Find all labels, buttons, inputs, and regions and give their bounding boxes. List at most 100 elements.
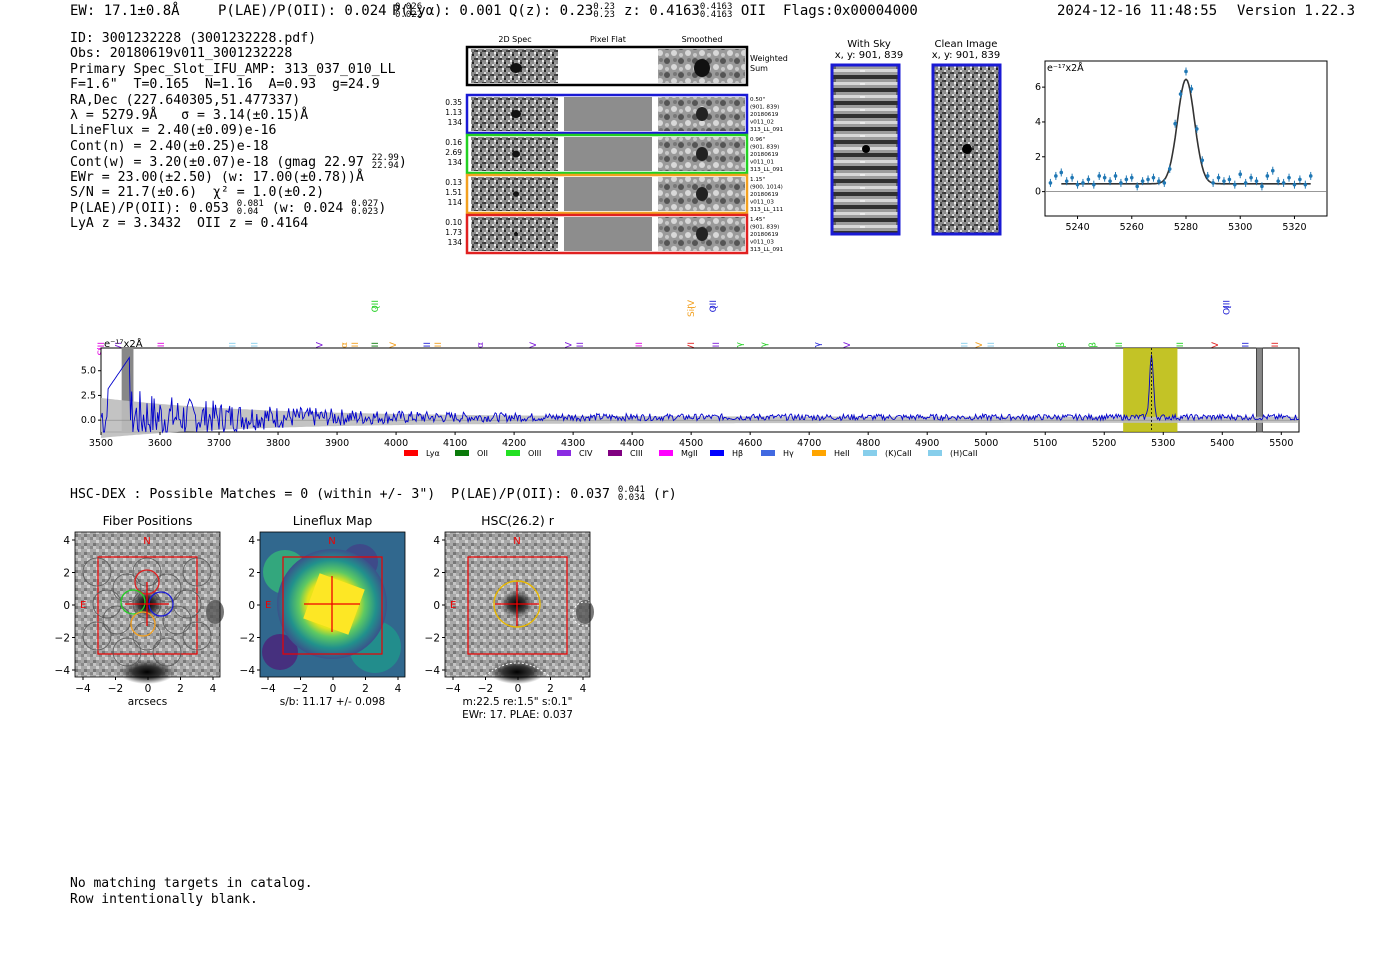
cutout-meta: v011_03 — [750, 200, 774, 206]
cutout-stat: 0.13 — [445, 178, 462, 187]
weighted-label-1: Weighted — [750, 54, 788, 63]
hsc-neighbor — [576, 600, 594, 624]
fit-data-point — [1195, 127, 1199, 131]
spectrum-xtick-label: 4100 — [443, 438, 467, 449]
fit-ytick-label: 0 — [1035, 187, 1041, 198]
fit-data-point — [1222, 179, 1226, 183]
info-contn: Cont(n) = 2.40(±0.25)e-18 — [70, 138, 269, 154]
cutout-flat — [564, 137, 652, 171]
hsc-neighbor-ring — [572, 601, 598, 627]
legend-swatch — [659, 450, 673, 456]
info-lambda: λ = 5279.9Å σ = 3.14(±0.15)Å — [70, 107, 309, 123]
fit-data-point — [1281, 181, 1286, 185]
fit-data-point — [1216, 175, 1221, 180]
info-plae: P(LAE)/P(OII): 0.053 0.081 0.04 (w: 0.024… — [70, 199, 387, 218]
cutout-smoothed-source — [696, 187, 708, 201]
fit-data-point — [1260, 184, 1264, 189]
spectrum-line-label: OII — [371, 300, 381, 312]
fit-data-point — [1227, 177, 1232, 182]
fiber-circle — [112, 637, 142, 667]
hsc-xtick-label: −4 — [260, 683, 276, 695]
hsc-ytick-label: −4 — [55, 665, 71, 677]
hsc-ytick-label: 2 — [248, 568, 255, 580]
legend-label: OII — [477, 449, 488, 458]
fit-data-point — [1276, 179, 1280, 183]
info-sn: S/N = 21.7(±0.6) χ² = 1.0(±0.2) — [70, 184, 325, 200]
header-plya: P(Lyα): 0.001 — [392, 3, 502, 19]
hsc-xtick-label: 0 — [145, 683, 152, 695]
hsc-ytick-label: −4 — [240, 665, 256, 677]
cutout-source — [514, 231, 518, 237]
legend-label: CIII — [630, 449, 643, 458]
cutout-meta: (901, 839) — [750, 225, 779, 231]
info-obs: Obs: 20180619v011_3001232228 — [70, 46, 293, 62]
cutout-smoothed-source — [696, 107, 708, 121]
hsc-ytick-label: 4 — [248, 535, 255, 547]
clean-image-title: Clean Image — [935, 39, 998, 50]
hsc-neighbor — [206, 600, 224, 624]
fit-model-curve — [1061, 78, 1311, 185]
fit-data-point — [1173, 121, 1177, 126]
header-qz: Q(z): 0.23 0.23 0.23 — [509, 2, 615, 20]
cutout-stat: 134 — [448, 238, 463, 247]
cutout-meta: 20180619 — [750, 192, 779, 198]
fit-data-point — [1270, 168, 1275, 173]
header-version: Version 1.22.3 — [1237, 3, 1356, 19]
fit-data-point — [1135, 184, 1139, 189]
hsc-panels: Fiber Positions N E 4 2 0 −2 −4 −4 −2 0 2 4 arcsecs Li… — [55, 513, 598, 721]
cutout-meta: 313_LL_091 — [750, 247, 784, 253]
fit-data-point — [1184, 69, 1188, 74]
cutout-stat: 1.13 — [445, 108, 462, 117]
hsc-ytick-label: 2 — [63, 568, 70, 580]
fit-ytick-label: 4 — [1035, 117, 1041, 128]
line-fit-plot: e⁻¹⁷x2Å 0 2 4 6 5240 5260 5280 5300 5320 — [1035, 60, 1328, 233]
east-marker: E — [80, 600, 86, 611]
hsc-xtick-label: −2 — [478, 683, 493, 695]
cutout-source — [512, 150, 520, 158]
legend-label: HeII — [834, 449, 850, 458]
with-sky-xy: x, y: 901, 839 — [835, 50, 904, 61]
fiber-circle — [162, 605, 192, 635]
hsc-ytick-label: −2 — [425, 633, 440, 645]
fiber-circle — [152, 637, 182, 667]
spectrum-xtick-label: 5100 — [1033, 438, 1057, 449]
hsc-ytick-label: 2 — [433, 568, 440, 580]
hsc-xtick-label: 0 — [515, 683, 522, 695]
hsc-aperture-box — [467, 556, 568, 655]
clean-image-xy: x, y: 901, 839 — [932, 50, 1001, 61]
hsc-dex-summary: HSC-DEX : Possible Matches = 0 (within +… — [70, 485, 677, 503]
spectrum-xtick-label: 4800 — [856, 438, 880, 449]
hsc-ytick-label: 0 — [433, 600, 440, 612]
fit-ytick-label: 2 — [1035, 152, 1041, 163]
spectrum-mask-right — [1256, 347, 1263, 433]
fit-xtick-label: 5280 — [1174, 222, 1198, 233]
spectrum-xtick-label: 4300 — [561, 438, 585, 449]
legend-swatch — [557, 450, 571, 456]
info-ewr: EWr = 23.00(±2.50) (w: 17.00(±0.78))Å — [70, 169, 364, 185]
east-marker: E — [450, 600, 456, 611]
hsc-panel-xlabel: s/b: 11.17 +/- 0.098 — [280, 696, 385, 708]
spectrum-line-label: SiIV — [687, 299, 697, 317]
spectrum-line-bracket: { — [709, 305, 718, 310]
fit-data-point — [1151, 175, 1156, 180]
spectrum-ytick-label: 0.0 — [81, 415, 96, 426]
hsc-xtick-label: −4 — [75, 683, 91, 695]
spectrum-ytick-label: 5.0 — [81, 366, 96, 377]
spectrum-xtick-label: 4500 — [679, 438, 703, 449]
legend-swatch — [404, 450, 418, 456]
spectrum-xtick-label: 5500 — [1269, 438, 1293, 449]
hsc-xtick-label: 2 — [547, 683, 554, 695]
spectrum-xtick-label: 3500 — [89, 438, 113, 449]
fit-data-point — [1146, 177, 1150, 182]
fit-data-point — [1113, 174, 1118, 178]
cutout-stat: 0.16 — [445, 138, 462, 147]
hsc-panel-xlabel: arcsecs — [128, 696, 167, 708]
cutout-meta: 20180619 — [750, 232, 779, 238]
cutout-meta: 313_LL_111 — [750, 207, 784, 213]
hsc-xtick-label: 4 — [395, 683, 402, 695]
info-radec: RA,Dec (227.640305,51.477337) — [70, 92, 301, 108]
cutout-smoothed-source — [696, 227, 708, 241]
legend-label: Lyα — [426, 449, 440, 458]
fit-data-point — [1102, 175, 1107, 180]
